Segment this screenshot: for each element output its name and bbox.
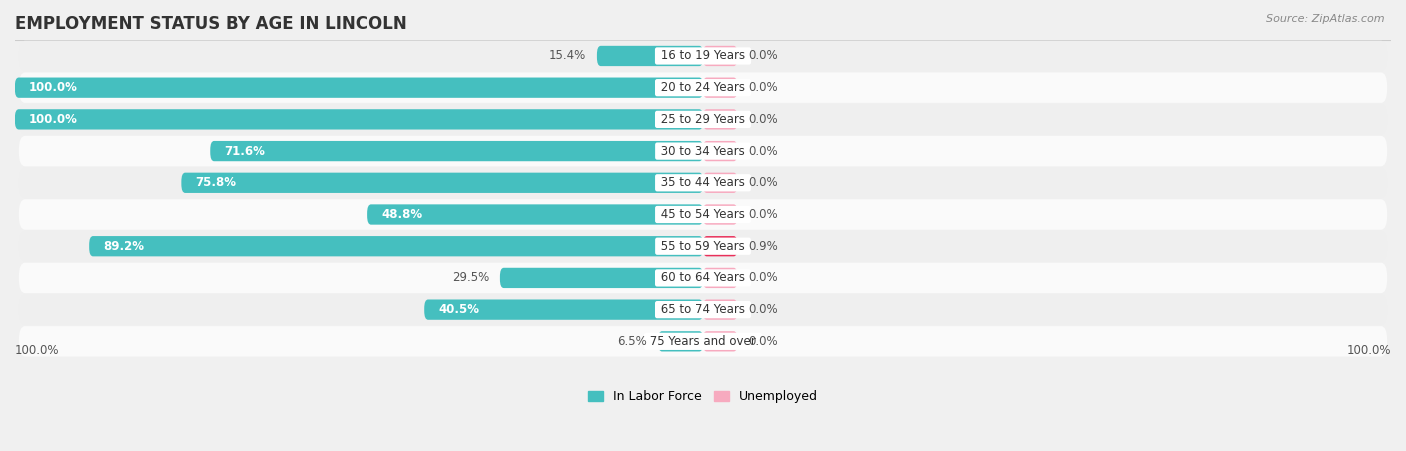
Text: 65 to 74 Years: 65 to 74 Years [657, 303, 749, 316]
FancyBboxPatch shape [18, 326, 1388, 357]
Text: 0.0%: 0.0% [748, 335, 778, 348]
FancyBboxPatch shape [89, 236, 703, 256]
FancyBboxPatch shape [18, 231, 1388, 262]
FancyBboxPatch shape [598, 46, 703, 66]
FancyBboxPatch shape [501, 268, 703, 288]
FancyBboxPatch shape [703, 141, 738, 161]
Text: 100.0%: 100.0% [15, 344, 59, 357]
Text: 55 to 59 Years: 55 to 59 Years [657, 240, 749, 253]
Text: 15.4%: 15.4% [548, 50, 586, 63]
FancyBboxPatch shape [703, 109, 738, 129]
FancyBboxPatch shape [15, 78, 703, 98]
FancyBboxPatch shape [18, 168, 1388, 198]
Text: Source: ZipAtlas.com: Source: ZipAtlas.com [1267, 14, 1385, 23]
Text: 0.0%: 0.0% [748, 145, 778, 157]
Text: 89.2%: 89.2% [103, 240, 143, 253]
FancyBboxPatch shape [703, 331, 738, 351]
Text: 20 to 24 Years: 20 to 24 Years [657, 81, 749, 94]
Text: 48.8%: 48.8% [381, 208, 422, 221]
FancyBboxPatch shape [425, 299, 703, 320]
Text: 0.9%: 0.9% [748, 240, 778, 253]
Text: 100.0%: 100.0% [28, 81, 77, 94]
Legend: In Labor Force, Unemployed: In Labor Force, Unemployed [583, 385, 823, 408]
Text: 0.0%: 0.0% [748, 208, 778, 221]
FancyBboxPatch shape [703, 46, 738, 66]
Text: 35 to 44 Years: 35 to 44 Years [657, 176, 749, 189]
Text: 0.0%: 0.0% [748, 50, 778, 63]
FancyBboxPatch shape [15, 109, 703, 129]
FancyBboxPatch shape [703, 204, 738, 225]
Text: 0.0%: 0.0% [748, 113, 778, 126]
FancyBboxPatch shape [18, 73, 1388, 103]
Text: 100.0%: 100.0% [1347, 344, 1391, 357]
Text: 0.0%: 0.0% [748, 303, 778, 316]
FancyBboxPatch shape [703, 78, 738, 98]
Text: 0.0%: 0.0% [748, 176, 778, 189]
Text: EMPLOYMENT STATUS BY AGE IN LINCOLN: EMPLOYMENT STATUS BY AGE IN LINCOLN [15, 15, 406, 33]
Text: 6.5%: 6.5% [617, 335, 647, 348]
Text: 75.8%: 75.8% [195, 176, 236, 189]
Text: 100.0%: 100.0% [28, 113, 77, 126]
FancyBboxPatch shape [367, 204, 703, 225]
FancyBboxPatch shape [18, 295, 1388, 325]
FancyBboxPatch shape [703, 268, 738, 288]
Text: 29.5%: 29.5% [451, 272, 489, 285]
Text: 16 to 19 Years: 16 to 19 Years [657, 50, 749, 63]
Text: 30 to 34 Years: 30 to 34 Years [657, 145, 749, 157]
FancyBboxPatch shape [658, 331, 703, 351]
Text: 25 to 29 Years: 25 to 29 Years [657, 113, 749, 126]
Text: 45 to 54 Years: 45 to 54 Years [657, 208, 749, 221]
FancyBboxPatch shape [18, 136, 1388, 166]
FancyBboxPatch shape [703, 236, 738, 256]
FancyBboxPatch shape [18, 41, 1388, 71]
Text: 75 Years and over: 75 Years and over [647, 335, 759, 348]
FancyBboxPatch shape [18, 199, 1388, 230]
FancyBboxPatch shape [211, 141, 703, 161]
FancyBboxPatch shape [18, 262, 1388, 293]
Text: 40.5%: 40.5% [439, 303, 479, 316]
FancyBboxPatch shape [703, 173, 738, 193]
Text: 60 to 64 Years: 60 to 64 Years [657, 272, 749, 285]
FancyBboxPatch shape [18, 104, 1388, 134]
FancyBboxPatch shape [181, 173, 703, 193]
Text: 0.0%: 0.0% [748, 81, 778, 94]
Text: 71.6%: 71.6% [224, 145, 264, 157]
Text: 0.0%: 0.0% [748, 272, 778, 285]
FancyBboxPatch shape [703, 299, 738, 320]
